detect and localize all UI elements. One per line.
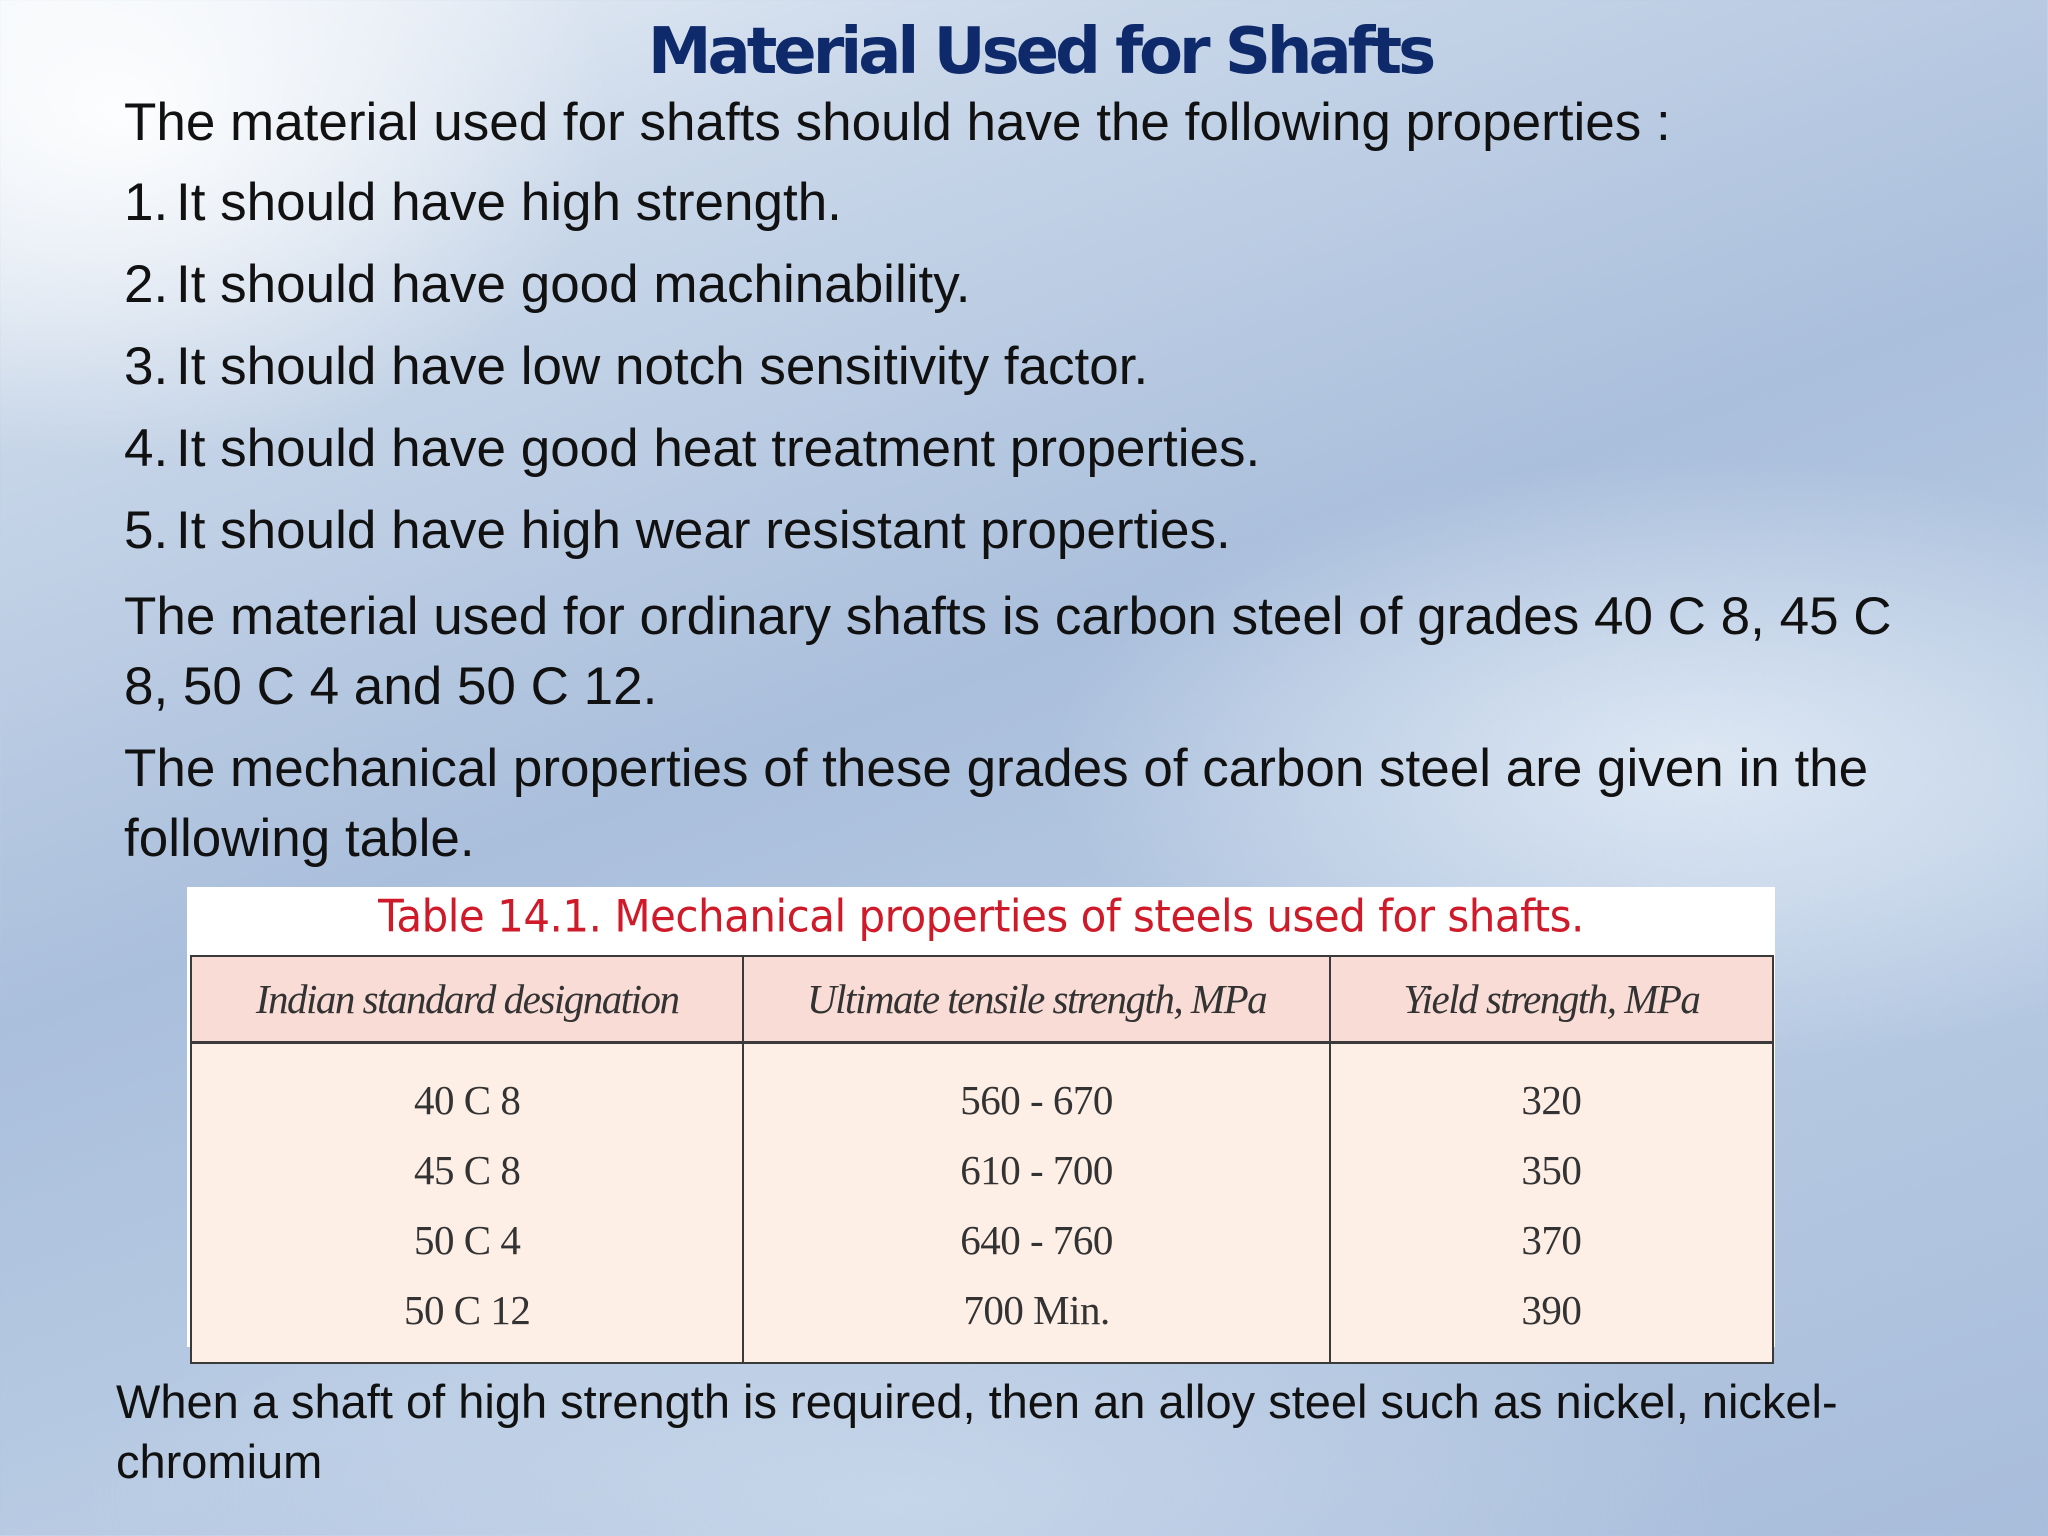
list-item: 3. It should have low notch sensitivity f… xyxy=(124,332,1260,402)
cell-designation: 50 C 4 xyxy=(189,1205,745,1275)
header-designation: Indian standard designation xyxy=(189,955,745,1044)
table-row: 40 C 8 560 - 670 320 xyxy=(189,1042,1775,1135)
grades-paragraph: The material used for ordinary shafts is… xyxy=(124,587,1892,716)
list-item-text: It should have high wear resistant prope… xyxy=(176,501,1231,560)
list-item-text: It should have high strength. xyxy=(176,173,842,232)
cell-tensile: 700 Min. xyxy=(742,1275,1331,1364)
slide-title: Material Used for Shafts xyxy=(647,15,1436,89)
table-row: 50 C 4 640 - 760 370 xyxy=(189,1205,1775,1275)
list-number: 2. xyxy=(124,255,169,314)
cell-yield: 370 xyxy=(1328,1205,1775,1275)
list-number: 1. xyxy=(124,173,169,232)
table-intro-paragraph: The mechanical properties of these grade… xyxy=(124,739,1869,868)
footer-text: When a shaft of high strength is require… xyxy=(116,1375,1838,1488)
cell-designation: 50 C 12 xyxy=(189,1275,745,1364)
cell-yield: 350 xyxy=(1328,1135,1775,1205)
properties-table: Indian standard designation Ultimate ten… xyxy=(189,955,1775,1364)
table-row: 45 C 8 610 - 700 350 xyxy=(189,1135,1775,1205)
list-number: 5. xyxy=(124,501,169,560)
list-item-text: It should have good heat treatment prope… xyxy=(176,419,1261,478)
cell-designation: 45 C 8 xyxy=(189,1135,745,1205)
table-figure: Table 14.1. Mechanical properties of ste… xyxy=(187,887,1775,1364)
list-number: 3. xyxy=(124,337,169,396)
list-number: 4. xyxy=(124,419,169,478)
list-item-text: It should have low notch sensitivity fac… xyxy=(176,337,1149,396)
cell-designation: 40 C 8 xyxy=(189,1042,745,1135)
list-item: 5. It should have high wear resistant pro… xyxy=(124,496,1260,566)
list-item-text: It should have good machinability. xyxy=(176,255,971,314)
table-row: 50 C 12 700 Min. 390 xyxy=(189,1275,1775,1364)
list-item: 1. It should have high strength. xyxy=(124,168,1260,238)
list-item: 4. It should have good heat treatment pro… xyxy=(124,414,1260,484)
cell-tensile: 560 - 670 xyxy=(742,1042,1331,1135)
cell-tensile: 610 - 700 xyxy=(742,1135,1331,1205)
intro-text: The material used for shafts should have… xyxy=(124,93,1671,152)
table-header-row: Indian standard designation Ultimate ten… xyxy=(189,955,1775,1044)
list-item: 2. It should have good machinability. xyxy=(124,250,1260,320)
properties-list: 1. It should have high strength. 2. It sho… xyxy=(124,168,1260,578)
header-yield-strength: Yield strength, MPa xyxy=(1328,955,1775,1044)
cell-yield: 320 xyxy=(1328,1042,1775,1135)
cell-tensile: 640 - 760 xyxy=(742,1205,1331,1275)
cell-yield: 390 xyxy=(1328,1275,1775,1364)
header-tensile-strength: Ultimate tensile strength, MPa xyxy=(742,955,1331,1044)
table-caption: Table 14.1. Mechanical properties of ste… xyxy=(378,890,1584,943)
